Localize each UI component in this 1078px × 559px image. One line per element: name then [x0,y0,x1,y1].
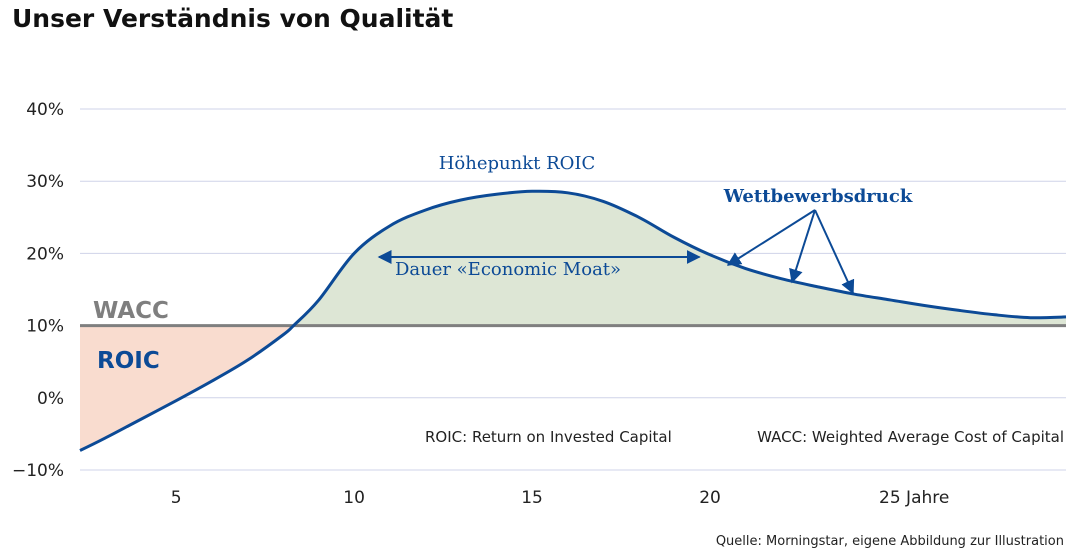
x-tick-label: 20 [699,488,721,508]
peak-roic-label: Höhepunkt ROIC [439,153,596,174]
x-tick-label: 10 [343,488,365,508]
competition-arrow [726,209,816,266]
y-tick-label: 0% [37,389,64,409]
fill-layer [80,191,1066,451]
y-tick-label: 30% [26,172,64,192]
area-above-wacc [80,191,1066,326]
x-tick-label: 25 Jahre [879,488,949,508]
y-tick-label: 10% [26,317,64,337]
moat-label: Dauer «Economic Moat» [395,259,621,280]
area-below-wacc [80,325,294,451]
line-layer [79,189,1067,452]
source-note: Quelle: Morningstar, eigene Abbildung zu… [715,534,1064,549]
x-tick-label: 15 [521,488,543,508]
competition-arrow [814,209,855,295]
roic-line [79,189,1067,452]
x-tick-label: 5 [171,488,182,508]
roic-definition: ROIC: Return on Invested Capital [425,428,672,446]
wacc-definition: WACC: Weighted Average Cost of Capital [757,428,1064,446]
label-layer: 40% 30% 20% 10% 0% −10% 5 10 15 20 25 Jahre WACC ROI… [12,100,1064,508]
competition-label: Wettbewerbsdruck [723,186,913,207]
y-tick-label: 20% [26,244,64,264]
y-tick-label: 40% [26,100,64,120]
wacc-label: WACC [93,298,169,324]
page-title: Unser Verständnis von Qualität [12,4,454,33]
competition-arrow [789,209,816,284]
roic-label: ROIC [97,348,160,374]
y-tick-label: −10% [12,461,64,481]
